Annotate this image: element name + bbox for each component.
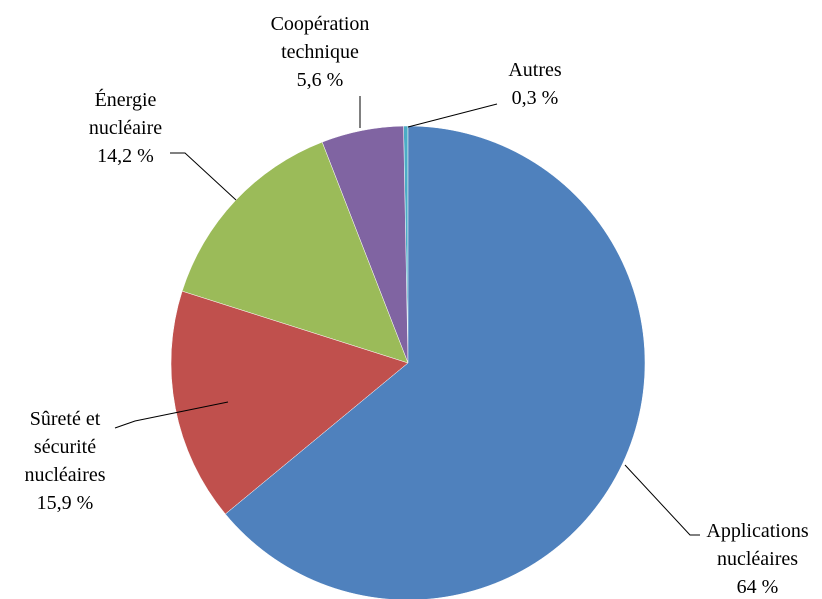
category-name: Énergie nucléaire <box>88 89 163 139</box>
slice-label: Énergie nucléaire 14,2 % <box>78 86 173 170</box>
value-label: 0,3 % <box>511 87 559 109</box>
value-label: 15,9 % <box>36 492 94 514</box>
value-label: 5,6 % <box>296 69 344 91</box>
leader-line <box>170 152 237 201</box>
leader-line <box>407 103 498 128</box>
value-label: 64 % <box>736 576 779 598</box>
slice-label: Autres 0,3 % <box>490 56 580 112</box>
slice-label: Sûreté et sécurité nucléaires 15,9 % <box>10 405 120 517</box>
slice-label: Applications nucléaires 64 % <box>690 517 822 599</box>
pie-slice <box>181 141 409 364</box>
pie-slice <box>170 290 409 515</box>
category-name: Autres <box>508 59 562 81</box>
category-name: Applications nucléaires <box>706 520 809 570</box>
value-label: 14,2 % <box>97 145 154 167</box>
pie-slice <box>225 125 646 599</box>
slice-label: Coopération technique 5,6 % <box>255 10 385 94</box>
leader-line <box>624 464 700 536</box>
leader-line <box>114 401 229 429</box>
category-name: Coopération technique <box>270 13 370 63</box>
category-name: Sûreté et sécurité nucléaires <box>24 408 106 486</box>
